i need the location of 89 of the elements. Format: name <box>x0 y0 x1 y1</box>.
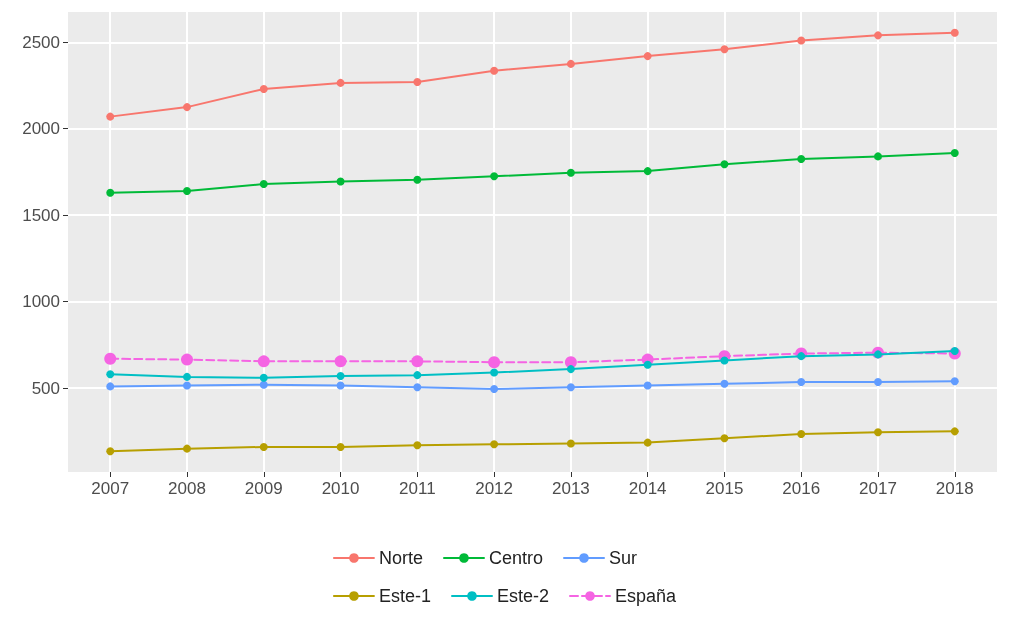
point <box>183 381 191 390</box>
point <box>183 372 191 381</box>
point <box>413 383 422 392</box>
point <box>566 439 575 448</box>
point <box>874 350 882 359</box>
point <box>643 360 652 369</box>
point <box>797 378 806 387</box>
point <box>336 177 345 186</box>
point <box>950 148 959 157</box>
x-tick-label: 2008 <box>168 479 206 498</box>
point <box>336 442 345 451</box>
point <box>566 59 575 68</box>
point <box>566 383 575 392</box>
point <box>720 356 729 365</box>
point <box>720 45 729 54</box>
point <box>950 346 959 355</box>
legend-label: Este-1 <box>378 586 431 606</box>
point <box>336 372 345 381</box>
point <box>259 442 268 451</box>
x-tick-label: 2012 <box>475 479 514 498</box>
point <box>259 380 268 389</box>
point <box>566 365 575 374</box>
legend-label: Este-2 <box>496 586 550 606</box>
x-tick-label: 2015 <box>705 479 744 498</box>
point <box>413 441 422 450</box>
point <box>797 154 806 163</box>
point <box>413 78 422 87</box>
point <box>257 355 270 368</box>
point <box>183 103 191 112</box>
point <box>334 355 347 368</box>
point <box>413 371 422 380</box>
x-tick-label: 2018 <box>935 479 974 498</box>
x-tick-label: 2011 <box>399 479 436 498</box>
x-tick-label: 2013 <box>551 479 590 498</box>
point <box>643 52 652 61</box>
point <box>950 377 959 386</box>
point <box>106 188 115 197</box>
x-tick-label: 2017 <box>859 479 897 498</box>
point <box>720 160 729 169</box>
y-tick-label: 1000 <box>22 292 60 312</box>
point <box>183 186 191 195</box>
legend-label: España <box>615 586 678 606</box>
point <box>950 28 959 37</box>
point <box>566 168 575 177</box>
x-tick-label: 2010 <box>321 479 360 498</box>
legend-label: Centro <box>488 548 543 568</box>
point <box>413 175 422 184</box>
point <box>720 379 729 388</box>
point <box>106 370 115 379</box>
point <box>490 384 499 393</box>
point <box>106 382 115 391</box>
point <box>490 440 499 449</box>
y-tick-label: 2500 <box>22 32 60 52</box>
point <box>336 381 345 390</box>
point <box>490 368 499 377</box>
y-tick-label: 2000 <box>22 119 60 139</box>
point <box>874 428 882 437</box>
point <box>797 429 806 438</box>
point <box>874 31 882 40</box>
point <box>181 353 193 366</box>
x-tick-label: 2016 <box>782 479 821 498</box>
x-tick-label: 2007 <box>91 479 130 498</box>
point <box>643 438 652 447</box>
point <box>643 167 652 176</box>
point <box>797 352 806 361</box>
y-tick-label: 500 <box>31 378 60 398</box>
point <box>411 355 424 368</box>
point <box>488 356 501 369</box>
point <box>106 112 115 121</box>
point <box>106 447 115 456</box>
point <box>950 427 959 436</box>
point <box>104 352 117 365</box>
legend-label: Norte <box>378 548 423 568</box>
legend-label: Sur <box>609 548 638 568</box>
x-tick-label: 2009 <box>244 479 283 498</box>
point <box>797 36 806 45</box>
point <box>259 180 268 189</box>
point <box>874 378 882 387</box>
x-tick-label: 2014 <box>628 479 667 498</box>
point <box>259 373 268 382</box>
point <box>874 152 882 161</box>
point <box>643 381 652 390</box>
point <box>336 78 345 87</box>
point <box>183 444 191 453</box>
y-tick-label: 1500 <box>22 205 60 225</box>
point <box>720 434 729 443</box>
point <box>259 84 268 93</box>
point <box>490 66 499 75</box>
point <box>490 172 499 181</box>
